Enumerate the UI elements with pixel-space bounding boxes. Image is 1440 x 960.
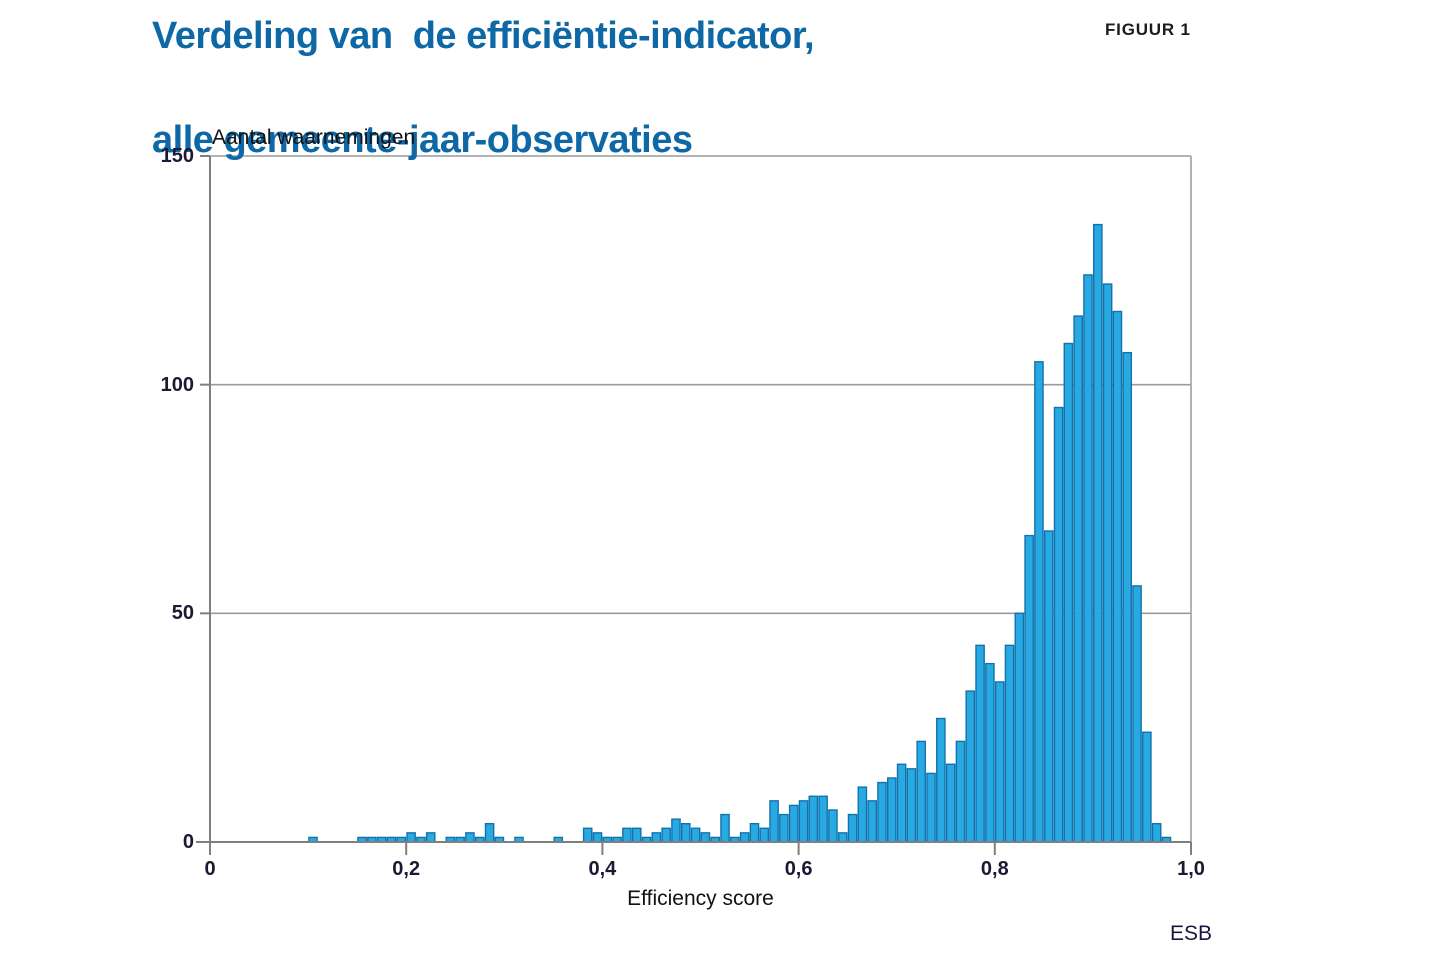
figure-title: Verdeling van de efficiëntie-indicator, … <box>152 10 815 166</box>
figure-number-label: FIGUUR 1 <box>1105 20 1191 39</box>
y-tick-label-0: 0 <box>182 831 194 853</box>
histogram-bar-0.77 <box>965 690 976 843</box>
x-axis-title: Efficiency score <box>627 887 774 910</box>
histogram-bar-0.91 <box>1102 283 1113 843</box>
histogram-bar-0.59 <box>788 804 799 843</box>
histogram-bar-0.78 <box>975 644 985 843</box>
histogram-bar-0.5 <box>700 832 711 843</box>
histogram-bar-0.73 <box>926 772 936 843</box>
histogram-bar-0.26 <box>465 832 475 843</box>
histogram-bar-0.22 <box>425 832 436 843</box>
histogram-bar-0.79 <box>985 662 995 843</box>
histogram-bar-0.47 <box>671 818 681 843</box>
y-tick-label-150: 150 <box>160 145 194 167</box>
histogram-bar-0.42 <box>622 827 632 843</box>
source-logo-text: ESB <box>1169 922 1212 945</box>
x-tick-label-0,8: 0,8 <box>980 858 1009 880</box>
y-tick-label-50: 50 <box>171 602 194 625</box>
histogram-bar-0.45 <box>651 832 662 843</box>
histogram-bar-0.89 <box>1083 274 1093 843</box>
histogram-bar-0.67 <box>867 800 877 843</box>
histogram-bar-0.72 <box>916 740 927 843</box>
histogram-bar-0.63 <box>828 809 838 843</box>
y-tick-label-100: 100 <box>160 373 194 396</box>
histogram-bar-0.52 <box>720 813 730 843</box>
histogram-bar-0.74 <box>936 717 946 843</box>
histogram-bar-0.76 <box>955 740 966 843</box>
histogram-bar-0.61 <box>808 795 819 843</box>
histogram-bar-0.92 <box>1112 310 1123 843</box>
histogram-bar-0.28 <box>484 823 495 843</box>
histogram-bar-0.68 <box>877 781 887 843</box>
histogram-bar-0.62 <box>818 795 828 843</box>
histogram-bar-0.49 <box>690 827 701 843</box>
x-tick-label-0,4: 0,4 <box>588 858 617 880</box>
histogram-bar-0.48 <box>680 823 691 843</box>
histogram-bar-0.2 <box>406 832 416 843</box>
histogram-bar-0.86 <box>1053 406 1064 843</box>
x-tick-label-0: 0 <box>204 858 216 880</box>
x-tick-label-0,2: 0,2 <box>392 858 421 880</box>
figure-title-line2: alle gemeente-jaar-observaties <box>152 119 693 161</box>
histogram-bar-0.46 <box>661 827 671 843</box>
histogram-bar-0.87 <box>1063 342 1074 843</box>
histogram-bar-0.85 <box>1043 530 1054 843</box>
histogram-bar-0.96 <box>1151 823 1162 843</box>
histogram-bar-0.56 <box>759 827 770 843</box>
y-axis-title: Aantal waarnemingen <box>212 126 416 149</box>
histogram-bar-0.58 <box>779 813 789 843</box>
histogram-bar-0.75 <box>945 763 956 843</box>
histogram-bar-0.83 <box>1024 534 1034 843</box>
histogram-bar-0.95 <box>1142 731 1152 843</box>
histogram-bar-0.84 <box>1034 361 1044 843</box>
histogram-bar-0.81 <box>1004 644 1015 843</box>
histogram-bar-0.64 <box>837 832 848 843</box>
histogram-bar-0.7 <box>896 763 907 843</box>
histogram-bar-0.88 <box>1073 315 1083 843</box>
histogram-bar-0.71 <box>906 768 917 843</box>
x-tick-label-1,0: 1,0 <box>1177 858 1205 880</box>
histogram-bar-0.54 <box>739 832 750 843</box>
figure-title-line1: Verdeling van de efficiëntie-indicator, <box>152 15 815 57</box>
histogram-bar-0.38 <box>582 827 593 843</box>
histogram-bar-0.55 <box>749 823 760 843</box>
histogram-bar-0.66 <box>857 786 868 843</box>
histogram-bar-0.69 <box>886 777 897 843</box>
histogram-bar-0.39 <box>592 832 603 843</box>
histogram-bar-0.9 <box>1092 223 1103 843</box>
histogram-bar-0.6 <box>798 800 809 843</box>
histogram-bar-0.65 <box>847 813 858 843</box>
x-tick-label-0,6: 0,6 <box>784 858 813 880</box>
histogram-bar-0.57 <box>769 800 779 843</box>
histogram-bar-0.93 <box>1122 351 1133 843</box>
histogram-bar-0.8 <box>994 681 1005 843</box>
histogram-bar-0.43 <box>631 827 642 843</box>
histogram-bar-0.94 <box>1132 585 1142 843</box>
histogram-bar-0.82 <box>1014 612 1025 843</box>
